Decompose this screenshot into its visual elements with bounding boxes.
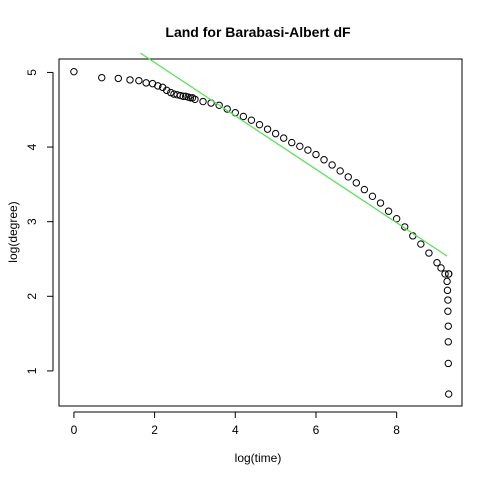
data-point <box>263 125 272 133</box>
data-point <box>271 129 280 138</box>
data-point <box>176 91 185 100</box>
scatter-points <box>70 67 453 398</box>
y-tick-label: 2 <box>25 293 39 300</box>
data-point <box>239 112 248 121</box>
y-tick-label: 1 <box>25 367 39 374</box>
data-point <box>376 199 385 207</box>
data-point <box>443 277 451 286</box>
y-tick-label: 4 <box>25 143 39 150</box>
plot-frame <box>58 58 463 407</box>
data-point <box>444 359 452 368</box>
fit-line <box>140 52 448 257</box>
data-point <box>444 338 452 346</box>
data-point <box>401 223 409 231</box>
data-point <box>142 79 150 87</box>
data-point <box>199 97 207 106</box>
x-tick-label: 0 <box>71 423 78 437</box>
x-tick-label: 6 <box>313 423 320 437</box>
data-point <box>417 240 425 248</box>
data-point <box>304 146 312 154</box>
data-point <box>215 101 223 109</box>
data-point <box>360 185 369 194</box>
data-point <box>344 173 352 181</box>
data-point <box>443 286 452 295</box>
data-point <box>179 92 187 101</box>
data-point <box>392 214 401 223</box>
data-point <box>312 150 320 159</box>
data-point <box>255 120 264 129</box>
y-axis-label: log(degree) <box>6 201 20 262</box>
data-point <box>163 86 171 95</box>
x-axis-label: log(time) <box>235 451 282 465</box>
data-point <box>154 82 162 90</box>
x-tick-label: 4 <box>232 423 239 437</box>
data-point <box>114 74 123 83</box>
data-point <box>444 307 452 315</box>
data-point <box>352 179 361 187</box>
data-point <box>98 73 106 82</box>
data-point <box>444 296 452 304</box>
data-point <box>444 390 453 398</box>
data-point <box>444 322 452 330</box>
data-point <box>186 94 195 102</box>
data-point <box>444 270 453 278</box>
y-tick-label: 5 <box>25 69 39 76</box>
data-point <box>320 156 328 164</box>
x-tick-label: 2 <box>151 423 158 437</box>
data-point <box>336 167 344 175</box>
data-point <box>279 134 288 142</box>
data-point <box>384 207 393 215</box>
data-point <box>368 192 377 201</box>
data-point <box>437 264 445 272</box>
data-point <box>296 142 304 151</box>
data-point <box>70 67 78 76</box>
x-tick-label: 8 <box>393 423 400 437</box>
chart-title: Land for Barabasi-Albert dF <box>165 24 351 40</box>
data-point <box>126 76 134 84</box>
data-point <box>441 270 449 278</box>
data-point <box>135 76 143 85</box>
data-point <box>191 95 199 103</box>
data-point <box>328 161 336 169</box>
data-point <box>288 138 296 147</box>
data-point <box>433 259 441 267</box>
x-axis: 0 2 4 6 8 <box>71 411 400 437</box>
y-tick-label: 3 <box>25 218 39 225</box>
data-point <box>425 249 433 257</box>
data-point <box>247 116 256 124</box>
y-axis: 1 2 3 4 5 <box>25 69 54 374</box>
